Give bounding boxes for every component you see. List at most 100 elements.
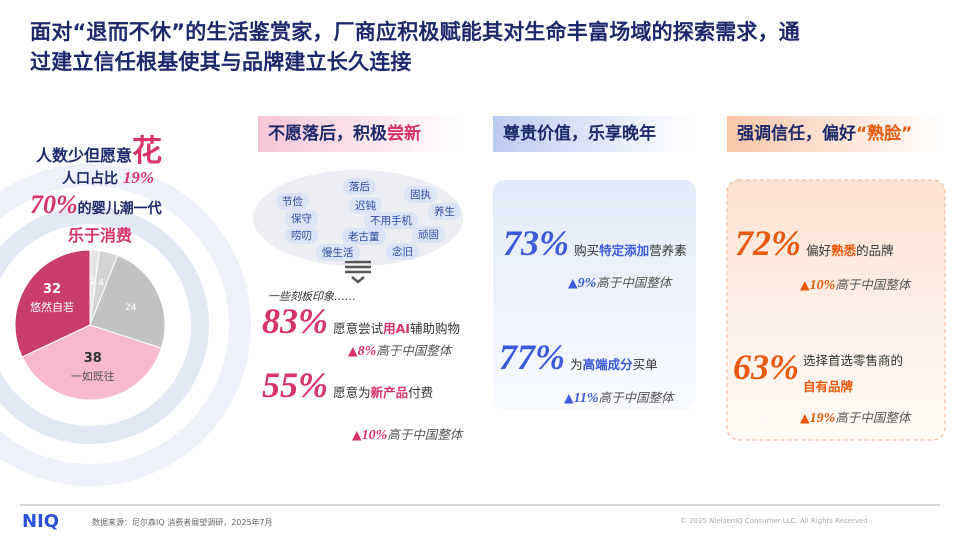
tag: 念旧 [386, 243, 419, 260]
left-line: 人口占比 19% [62, 168, 154, 188]
text: 高于中国整体 [835, 277, 911, 292]
stat: 55% [262, 365, 328, 405]
ring [0, 206, 209, 444]
delta: ▲11%高于中国整体 [564, 390, 674, 406]
tag: 节俭 [276, 193, 309, 210]
emph: 高端成分 [582, 357, 633, 372]
stat: 10% [361, 428, 388, 443]
stat: 9% [577, 276, 597, 291]
tag: 保守 [285, 210, 318, 227]
text: 愿意为 [333, 385, 371, 400]
text: 人口占比 [62, 171, 118, 187]
stat-row: 77% 为高端成分买单 [499, 336, 658, 378]
left-line: 乐于消费 [68, 226, 133, 245]
slice-value: 38 [84, 351, 102, 366]
header-bg [258, 116, 463, 152]
text: 愿意尝试 [333, 321, 384, 336]
stat-row: 83% 愿意尝试用AI辅助购物 [262, 300, 460, 342]
slice-label: 悠然自若 [30, 300, 74, 314]
text: 选择首选零售商的 [803, 353, 904, 368]
emph: 新产品 [370, 385, 409, 400]
pie-slice [14, 249, 91, 358]
emph: 特定添加 [599, 243, 650, 258]
emph: 花 [132, 135, 163, 168]
text: 买单 [632, 357, 658, 372]
copyright: © 2025 NielsenIQ Consumer LLC. All Right… [680, 517, 868, 525]
col-header: 不愿落后，积极尝新 [258, 116, 421, 152]
stat-row: 55% 愿意为新产品付费 [262, 364, 433, 406]
logo: NIQ [22, 511, 60, 532]
emph: “熟脸” [856, 124, 913, 144]
tag: 养生 [428, 203, 461, 220]
text: 高于中国整体 [387, 427, 463, 442]
emph: 用AI [383, 321, 410, 336]
pie-slice [89, 254, 166, 349]
text: 高于中国整体 [835, 410, 911, 425]
delta: ▲10%高于中国整体 [800, 277, 911, 293]
text: 的品牌 [856, 243, 894, 258]
stat: 70% [30, 190, 78, 219]
ring [0, 164, 251, 486]
text: 尊贵价值，乐享晚年 [503, 124, 656, 144]
text: 辅助购物 [409, 321, 460, 336]
text: 不愿落后，积极 [268, 124, 387, 144]
text: 营养素 [649, 243, 687, 258]
stat: 72% [735, 223, 801, 263]
text: 高于中国整体 [598, 390, 674, 405]
caption: 一些刻板印象…… [268, 290, 356, 303]
stat: 83% [262, 301, 328, 341]
text: 付费 [408, 385, 434, 400]
stat-row: 72% 偏好熟悉的品牌 [735, 222, 894, 264]
left-line: 70%的婴儿潮一代 [30, 190, 162, 220]
slice-value: 24 [125, 303, 137, 313]
text: 人数少但愿意 [36, 146, 133, 165]
text: 偏好 [806, 243, 832, 258]
text: 强调信任，偏好 [737, 124, 856, 144]
title: 面对“退而不休”的生活鉴赏家，厂商应积极赋能其对生命丰富场域的探索需求，通 [30, 20, 801, 44]
stat: 77% [499, 337, 565, 377]
pie-slice [21, 324, 162, 401]
stat: 19% [809, 411, 836, 426]
slice-value: 32 [43, 282, 61, 297]
tag: 唠叨 [285, 227, 318, 244]
text: 为 [570, 357, 583, 372]
tag: 固执 [404, 186, 437, 203]
tag: 老古董 [342, 228, 386, 245]
emph: 熟悉 [831, 243, 857, 258]
delta: ▲19%高于中国整体 [800, 410, 911, 426]
source: 数据来源：尼尔森IQ 消费者展望调研，2025年7月 [92, 518, 273, 527]
cloud-arrow [345, 260, 371, 284]
pie-chart: 2 4 24 38 一如既往 32 悠然自若 [14, 249, 166, 401]
slice-value: 2 [90, 277, 96, 287]
tag: 慢生活 [316, 244, 360, 261]
header-bg [493, 116, 693, 152]
delta: ▲8%高于中国整体 [348, 343, 452, 359]
stat: 8% [357, 344, 377, 359]
tag: 不用手机 [364, 212, 418, 229]
panel [726, 179, 946, 441]
slice-label: 一如既往 [71, 369, 115, 383]
panel [493, 180, 696, 410]
text: 高于中国整体 [596, 275, 672, 290]
stat: 73% [503, 223, 569, 263]
delta: ▲10%高于中国整体 [352, 427, 463, 443]
tag: 迟钝 [349, 197, 382, 214]
stat: 11% [573, 391, 599, 406]
text: 的婴儿潮一代 [77, 201, 162, 217]
text: 高于中国整体 [376, 343, 452, 358]
col-header: 强调信任，偏好“熟脸” [727, 116, 912, 152]
text: 购买 [574, 243, 600, 258]
title: 过建立信任根基使其与品牌建立长久连接 [30, 50, 412, 74]
left-line: 人数少但愿意花 [36, 126, 162, 170]
tag: 落后 [343, 178, 376, 195]
emph: 尝新 [387, 124, 421, 144]
delta: ▲9%高于中国整体 [568, 275, 672, 291]
col-header: 尊贵价值，乐享晚年 [493, 116, 656, 152]
stat: 19% [122, 168, 155, 187]
stat: 63% [733, 347, 799, 387]
slice-value: 4 [98, 278, 104, 288]
stat-row: 73% 购买特定添加营养素 [503, 222, 687, 264]
tag: 顽固 [412, 226, 445, 243]
